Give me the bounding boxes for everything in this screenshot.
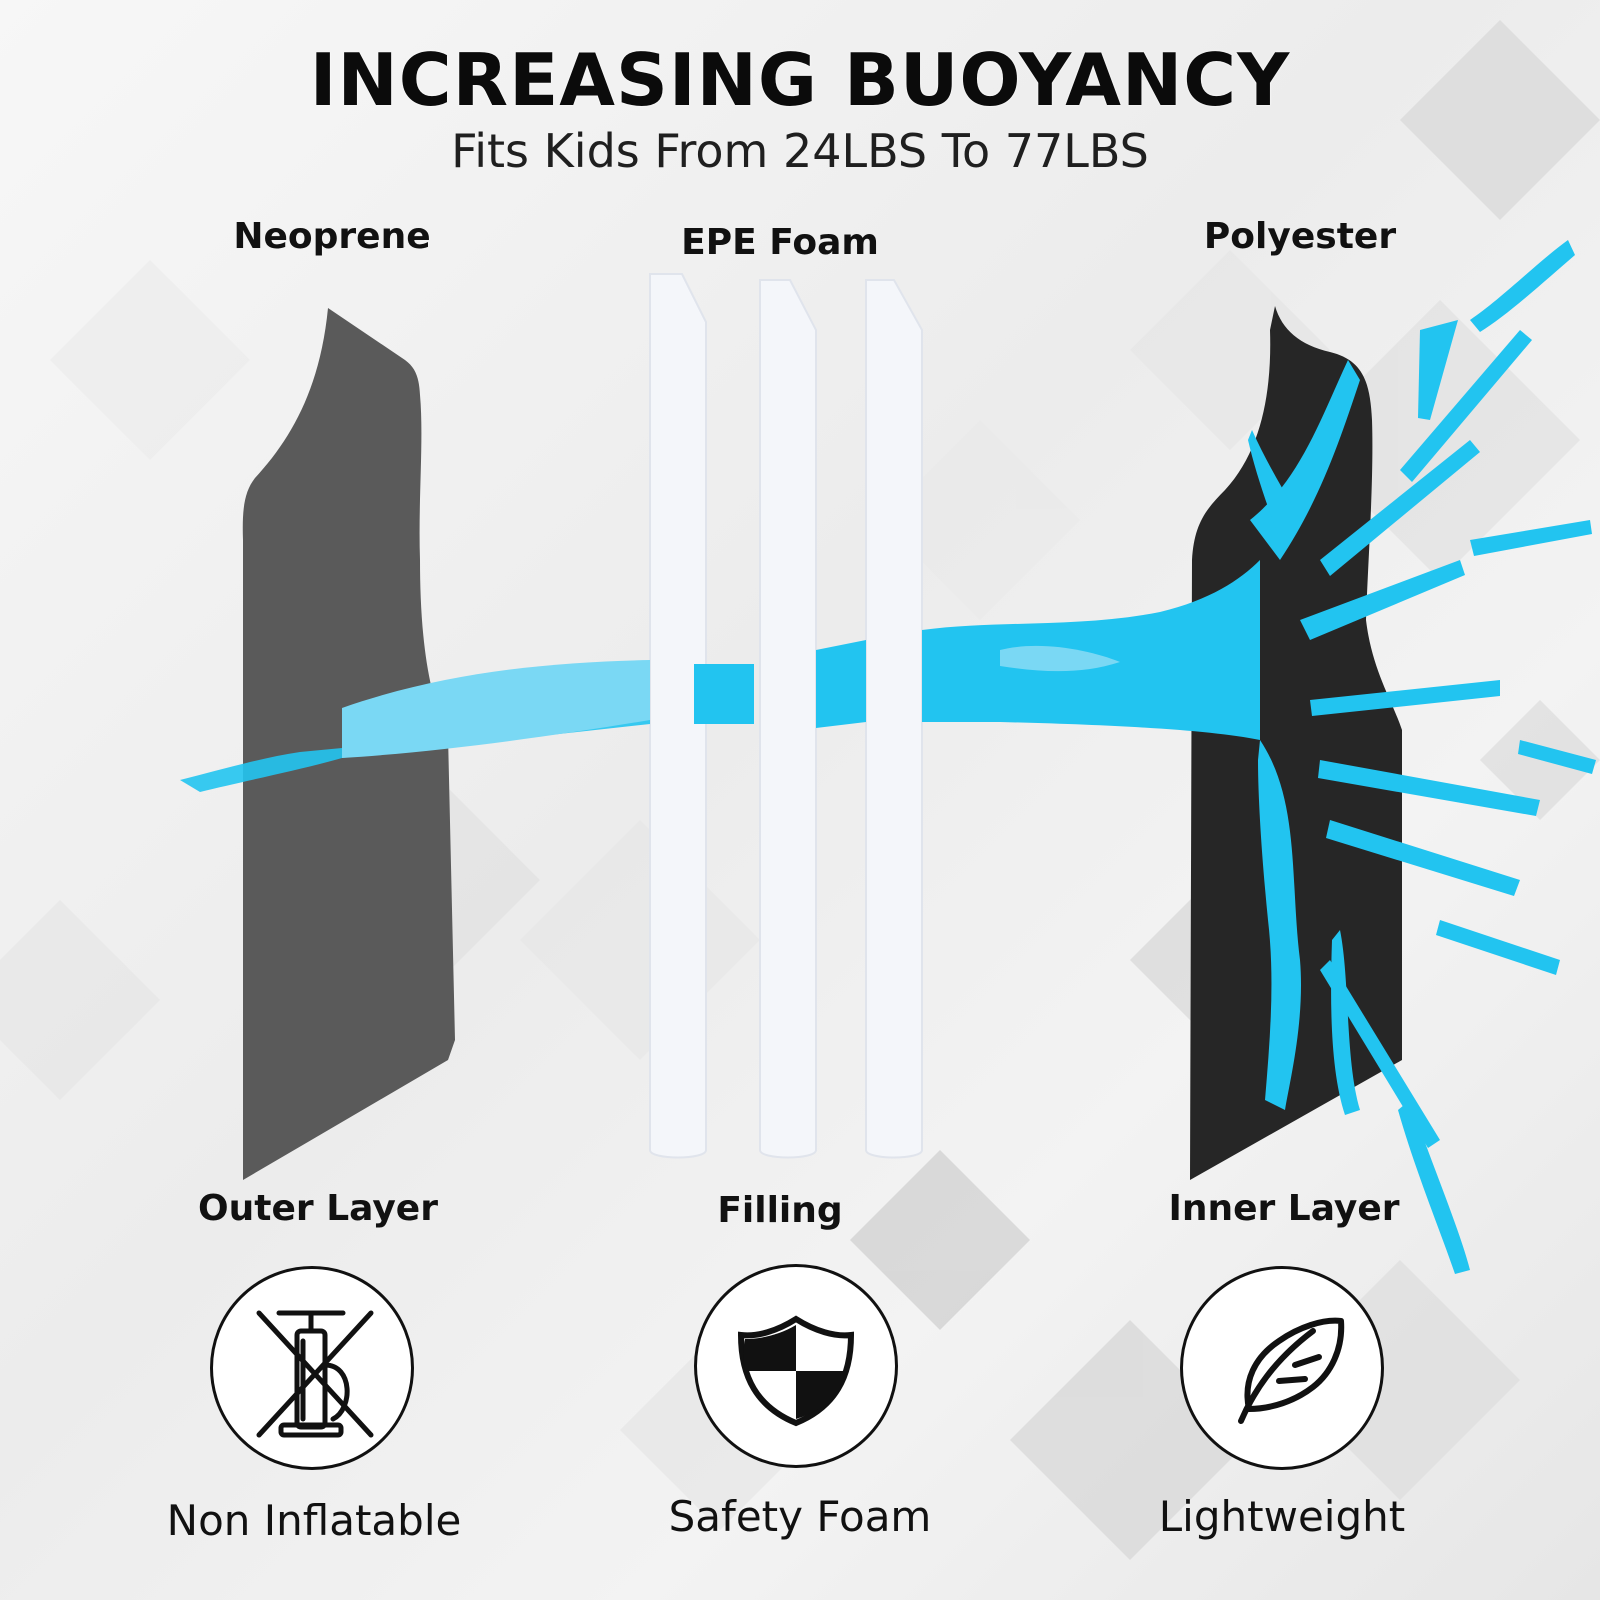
epe-foam-sticks: [649, 273, 923, 1159]
caption-lightweight: Lightweight: [1158, 1492, 1406, 1541]
water-stream: [180, 240, 1596, 1274]
layer-label-filling: Filling: [717, 1190, 843, 1231]
page-title: INCREASING BUOYANCY: [309, 38, 1291, 122]
caption-non-inflatable: Non Inflatable: [166, 1496, 462, 1545]
material-label-epe-foam: EPE Foam: [681, 222, 879, 263]
polyester-panel: [1190, 306, 1402, 1180]
page-subtitle: Fits Kids From 24LBS To 77LBS: [451, 124, 1149, 178]
caption-safety-foam: Safety Foam: [668, 1492, 932, 1541]
non-inflatable-badge: [210, 1266, 414, 1470]
crossed-out-pump-icon: [256, 1310, 374, 1438]
safety-foam-badge: [694, 1264, 898, 1468]
lightweight-badge: [1180, 1266, 1384, 1470]
shield-icon: [737, 1315, 855, 1427]
material-label-polyester: Polyester: [1203, 216, 1397, 257]
feather-icon: [1238, 1317, 1345, 1424]
layer-label-inner: Inner Layer: [1168, 1188, 1400, 1229]
material-label-neoprene: Neoprene: [233, 216, 431, 257]
layer-label-outer: Outer Layer: [198, 1188, 438, 1229]
